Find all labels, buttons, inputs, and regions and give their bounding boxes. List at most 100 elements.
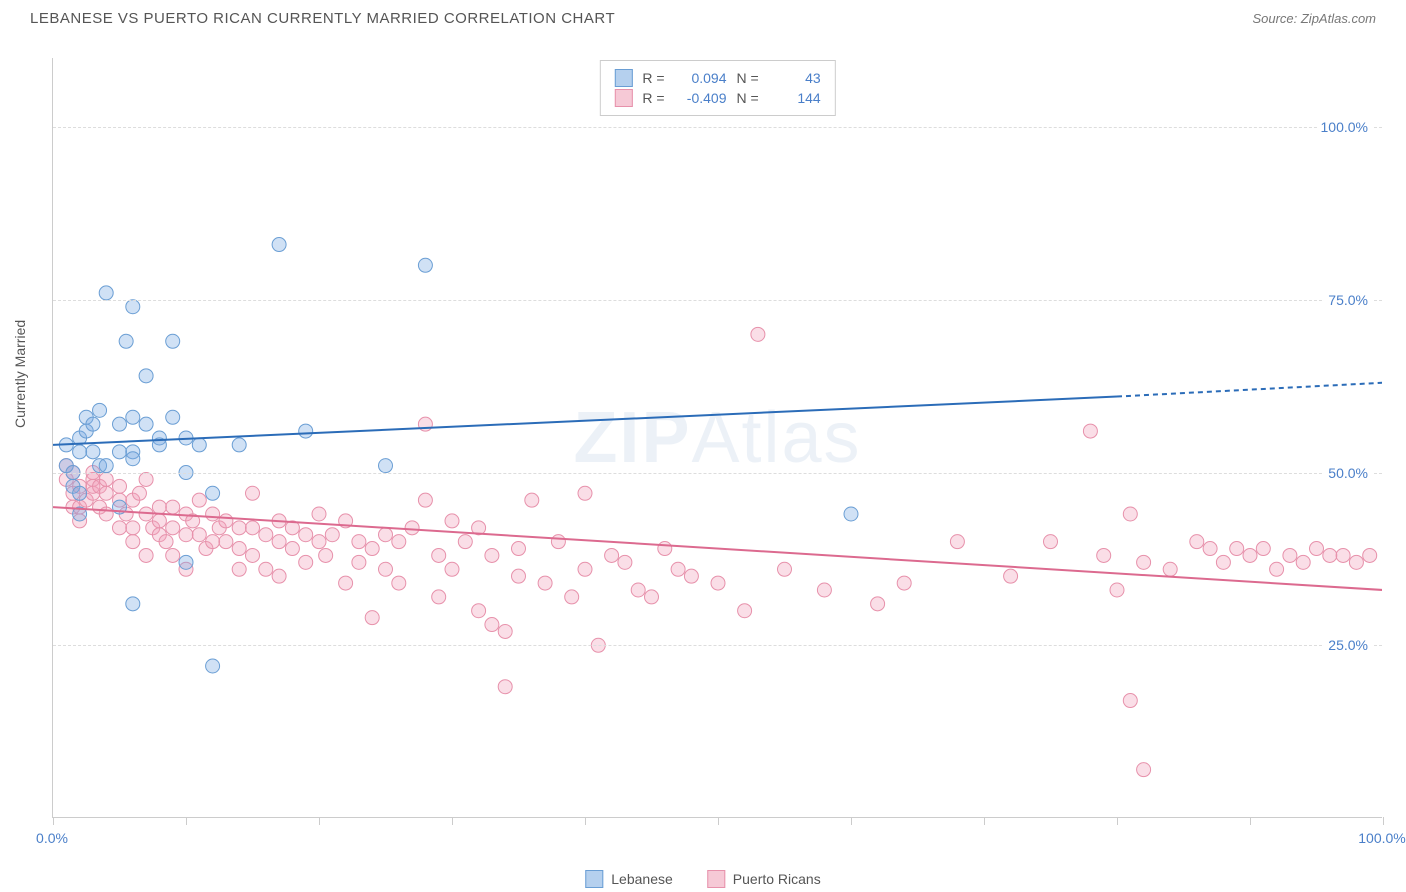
data-point [578,486,592,500]
legend-swatch [614,69,632,87]
stat-r-label: R = [642,90,664,106]
data-point [126,300,140,314]
grid-line [53,645,1382,646]
data-point [352,535,366,549]
data-point [246,548,260,562]
data-point [232,521,246,535]
data-point [1216,555,1230,569]
data-point [86,417,100,431]
data-point [113,445,127,459]
legend-label: Lebanese [611,871,673,887]
stat-n-label: N = [737,70,759,86]
data-point [139,417,153,431]
y-tick-label: 50.0% [1324,465,1372,481]
stat-r-label: R = [642,70,664,86]
trend-line [53,397,1117,445]
data-point [711,576,725,590]
data-point [445,514,459,528]
data-point [1044,535,1058,549]
legend-item: Lebanese [585,870,673,888]
data-point [192,528,206,542]
data-point [259,562,273,576]
data-point [1349,555,1363,569]
data-point [684,569,698,583]
data-point [1323,548,1337,562]
grid-line [53,127,1382,128]
data-point [126,521,140,535]
data-point [139,548,153,562]
data-point [618,555,632,569]
data-point [1097,548,1111,562]
data-point [405,521,419,535]
data-point [1123,694,1137,708]
data-point [897,576,911,590]
data-point [1137,555,1151,569]
legend-item: Puerto Ricans [707,870,821,888]
legend-swatch [707,870,725,888]
legend-stats-row: R =0.094N =43 [614,69,820,87]
data-point [232,542,246,556]
data-point [1137,763,1151,777]
data-point [132,486,146,500]
data-point [1083,424,1097,438]
x-tick [1383,817,1384,825]
legend-stats-row: R =-0.409N =144 [614,89,820,107]
data-point [538,576,552,590]
data-point [565,590,579,604]
scatter-plot-svg [53,58,1382,817]
data-point [817,583,831,597]
data-point [179,528,193,542]
data-point [631,583,645,597]
data-point [312,535,326,549]
y-tick-label: 100.0% [1317,119,1372,135]
data-point [871,597,885,611]
data-point [73,445,87,459]
data-point [126,410,140,424]
data-point [113,417,127,431]
data-point [99,459,113,473]
y-tick-label: 25.0% [1324,637,1372,653]
data-point [272,569,286,583]
data-point [259,528,273,542]
data-point [379,562,393,576]
data-point [299,555,313,569]
data-point [285,542,299,556]
chart-title: LEBANESE VS PUERTO RICAN CURRENTLY MARRI… [30,10,615,27]
data-point [365,542,379,556]
data-point [206,507,220,521]
data-point [1230,542,1244,556]
data-point [99,286,113,300]
data-point [1310,542,1324,556]
data-point [472,604,486,618]
data-point [232,438,246,452]
x-tick [53,817,54,825]
data-point [1163,562,1177,576]
data-point [139,369,153,383]
data-point [418,258,432,272]
data-point [432,590,446,604]
data-point [844,507,858,521]
data-point [312,507,326,521]
data-point [379,459,393,473]
data-point [1363,548,1377,562]
legend-label: Puerto Ricans [733,871,821,887]
data-point [379,528,393,542]
legend-swatch [585,870,603,888]
data-point [658,542,672,556]
data-point [126,597,140,611]
data-point [152,500,166,514]
chart-area: ZIPAtlas R =0.094N =43R =-0.409N =144 25… [52,58,1382,818]
data-point [365,611,379,625]
data-point [86,445,100,459]
data-point [206,659,220,673]
data-point [99,472,113,486]
y-axis-title: Currently Married [12,320,28,428]
data-point [113,521,127,535]
data-point [458,535,472,549]
data-point [246,486,260,500]
data-point [99,486,113,500]
data-point [751,327,765,341]
data-point [551,535,565,549]
data-point [605,548,619,562]
data-point [206,486,220,500]
